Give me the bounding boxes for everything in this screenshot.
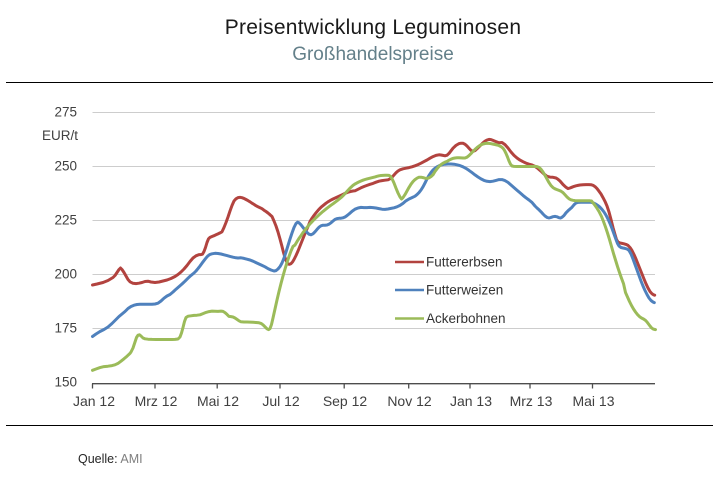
- svg-text:225: 225: [54, 213, 77, 228]
- svg-text:Jul 12: Jul 12: [262, 393, 300, 409]
- svg-text:250: 250: [54, 159, 77, 174]
- svg-text:175: 175: [54, 321, 77, 336]
- svg-text:Mrz 12: Mrz 12: [135, 393, 178, 409]
- svg-text:Futterweizen: Futterweizen: [426, 283, 503, 298]
- svg-text:Mrz 13: Mrz 13: [510, 393, 553, 409]
- svg-text:Mai 12: Mai 12: [197, 393, 239, 409]
- svg-text:Sep 12: Sep 12: [323, 393, 368, 409]
- svg-text:EUR/t: EUR/t: [42, 128, 78, 143]
- svg-text:Nov 12: Nov 12: [387, 393, 432, 409]
- svg-text:275: 275: [54, 105, 77, 120]
- svg-text:Jan 13: Jan 13: [450, 393, 492, 409]
- svg-text:Ackerbohnen: Ackerbohnen: [426, 311, 506, 326]
- svg-text:Mai 13: Mai 13: [572, 393, 614, 409]
- svg-text:Jan 12: Jan 12: [73, 393, 115, 409]
- svg-text:200: 200: [54, 267, 77, 282]
- svg-text:Futtererbsen: Futtererbsen: [426, 255, 503, 270]
- svg-text:150: 150: [54, 375, 77, 390]
